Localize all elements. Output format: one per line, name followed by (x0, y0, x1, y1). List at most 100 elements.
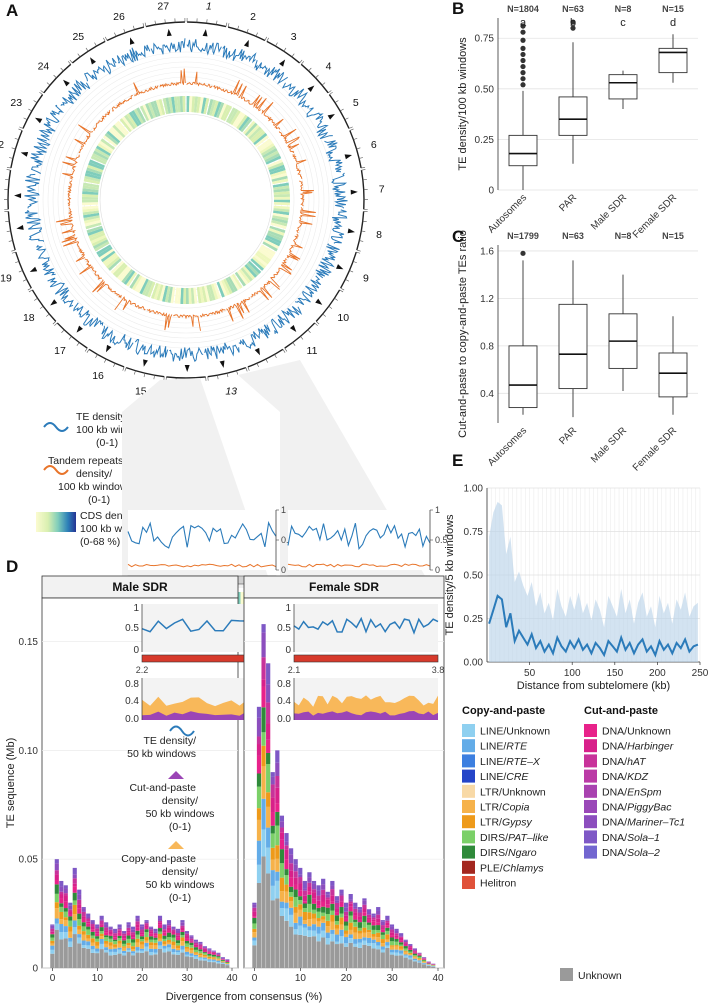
histogram-segment (275, 825, 280, 846)
chromosome-tick (340, 287, 345, 291)
histogram-segment (353, 919, 358, 922)
histogram-segment (180, 952, 185, 968)
histogram-segment (126, 938, 131, 943)
histogram-segment (298, 925, 303, 935)
cds-heat-cell (90, 155, 107, 165)
histogram-segment (385, 927, 390, 931)
chromosome-tick (15, 261, 20, 264)
histogram-segment (225, 960, 230, 962)
inset-legend-cut-l1: Cut-and-paste (129, 782, 196, 794)
histogram-segment (189, 940, 194, 942)
box (508, 345, 538, 409)
histogram-segment (50, 924, 55, 926)
histogram-segment (135, 930, 140, 935)
histogram-segment (366, 929, 372, 933)
histogram-segment (171, 929, 176, 932)
histogram-segment (339, 906, 344, 914)
histogram-segment (95, 951, 100, 954)
cds-heat-cell (136, 277, 147, 293)
histogram-segment (50, 928, 55, 932)
histogram-segment (385, 922, 390, 926)
legend-swatch (584, 754, 597, 768)
histogram-segment (86, 941, 91, 946)
chromosome-tick (361, 230, 366, 232)
te-density-trace (24, 209, 45, 242)
zoom-axis-label: 0 (281, 565, 286, 575)
histogram-segment (316, 905, 321, 908)
cds-heat-cell (107, 258, 122, 271)
histogram-segment (113, 941, 118, 945)
histogram-segment (408, 944, 413, 946)
chromosome-arc (247, 348, 284, 368)
chromosome-label: 25 (72, 31, 84, 43)
chromosome-tick (340, 108, 344, 112)
tandem-repeat-trace (55, 207, 77, 234)
histogram-segment (135, 952, 140, 968)
chromosome-tick (67, 61, 71, 65)
legend-label: DIRS/Ngaro (480, 847, 537, 859)
histogram-segment (202, 949, 207, 952)
inset-tick-label: 0 (285, 645, 291, 656)
histogram-segment (307, 930, 312, 937)
histogram-segment (431, 966, 436, 968)
histogram-segment (385, 934, 390, 940)
histogram-segment (270, 859, 275, 871)
box (608, 74, 638, 100)
cds-heat-cell (180, 287, 184, 304)
histogram-segment (270, 825, 275, 834)
histogram-segment (279, 877, 285, 892)
histogram-segment (298, 916, 303, 926)
histogram-segment (77, 913, 82, 920)
histogram-segment (99, 939, 104, 944)
histogram-segment (54, 863, 59, 871)
histogram-segment (157, 945, 163, 949)
histogram-segment (90, 921, 95, 925)
legend-swatch (584, 769, 597, 783)
histogram-segment (220, 961, 225, 962)
chromosome-tick (256, 363, 259, 368)
histogram-segment (321, 912, 326, 917)
cds-heat-cell (174, 287, 179, 304)
legend-swatch (462, 845, 475, 859)
cds-heat-cell (268, 164, 285, 173)
histogram-segment (261, 686, 266, 708)
cds-heat-cell (201, 97, 207, 114)
zoom-track-bg (288, 510, 430, 570)
histogram-segment (394, 952, 399, 956)
cds-heat-cell (186, 287, 189, 304)
cds-heat-cell (253, 132, 268, 146)
histogram-segment (362, 937, 367, 941)
chromosome-tick (216, 20, 218, 25)
x-tick-label: Autosomes (486, 425, 529, 468)
outlier-point (520, 51, 526, 58)
chromosome-tick (77, 53, 81, 58)
histogram-segment (135, 938, 140, 943)
histogram-segment (166, 925, 172, 928)
histogram-segment (131, 951, 136, 954)
significance-letter: c (620, 17, 626, 29)
histogram-segment (321, 919, 326, 923)
histogram-segment (330, 929, 335, 934)
legend-label: DNA/Sola–1 (602, 832, 660, 844)
chromosome-label: 2 (250, 11, 256, 23)
histogram-segment (99, 949, 104, 968)
y-axis-label: TE density/5 kb windows (444, 514, 456, 636)
legend-label: LINE/CRE (480, 771, 529, 783)
te-density-trace (47, 277, 74, 308)
chromosome-tick (329, 91, 333, 95)
cds-heat-cell (269, 167, 286, 175)
histogram-segment (288, 896, 294, 902)
histogram-segment (59, 911, 64, 920)
histogram-segment (54, 929, 59, 968)
cds-heat-cell (196, 287, 202, 304)
histogram-segment (198, 957, 203, 959)
histogram-segment (357, 916, 362, 920)
histogram-segment (330, 933, 335, 942)
cds-heat-cell (91, 153, 108, 163)
histogram-segment (68, 902, 73, 906)
histogram-segment (99, 936, 104, 940)
histogram-segment (162, 930, 167, 933)
histogram-segment (117, 940, 122, 944)
histogram-segment (140, 950, 145, 953)
chromosome-tick (143, 373, 146, 378)
